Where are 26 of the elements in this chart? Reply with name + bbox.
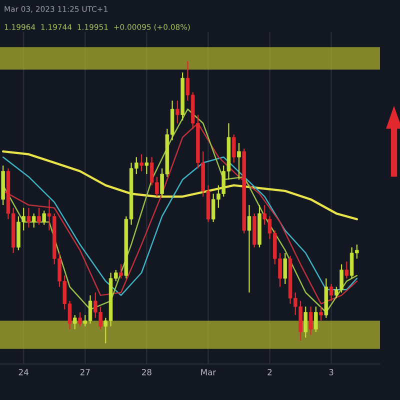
- candlestick: [26, 207, 31, 228]
- candlestick: [319, 306, 323, 322]
- candlestick: [237, 142, 241, 180]
- candlestick: [247, 204, 252, 294]
- x-tick-label: 27: [80, 369, 90, 376]
- candlestick: [140, 154, 144, 172]
- x-tick-label: 24: [18, 369, 28, 376]
- candlestick: [283, 252, 288, 285]
- candlestick: [32, 212, 36, 228]
- candlestick: [344, 260, 349, 279]
- candlestick: [42, 210, 46, 226]
- x-tick-label: Mar: [201, 369, 216, 376]
- candlestick: [119, 264, 123, 279]
- x-tick-label: 3: [329, 369, 334, 376]
- candlestick: [72, 314, 77, 330]
- candlestick: [329, 283, 334, 302]
- candlestick: [308, 306, 313, 336]
- candlestick: [78, 312, 82, 327]
- candlestick: [304, 306, 308, 338]
- x-tick-label: 2: [268, 369, 272, 376]
- candlestick: [176, 100, 180, 124]
- x-tick-label: 28: [142, 369, 152, 376]
- candlestick: [144, 156, 149, 175]
- candlestick: [314, 306, 318, 333]
- candlestick: [37, 207, 41, 226]
- candlestick: [232, 134, 236, 164]
